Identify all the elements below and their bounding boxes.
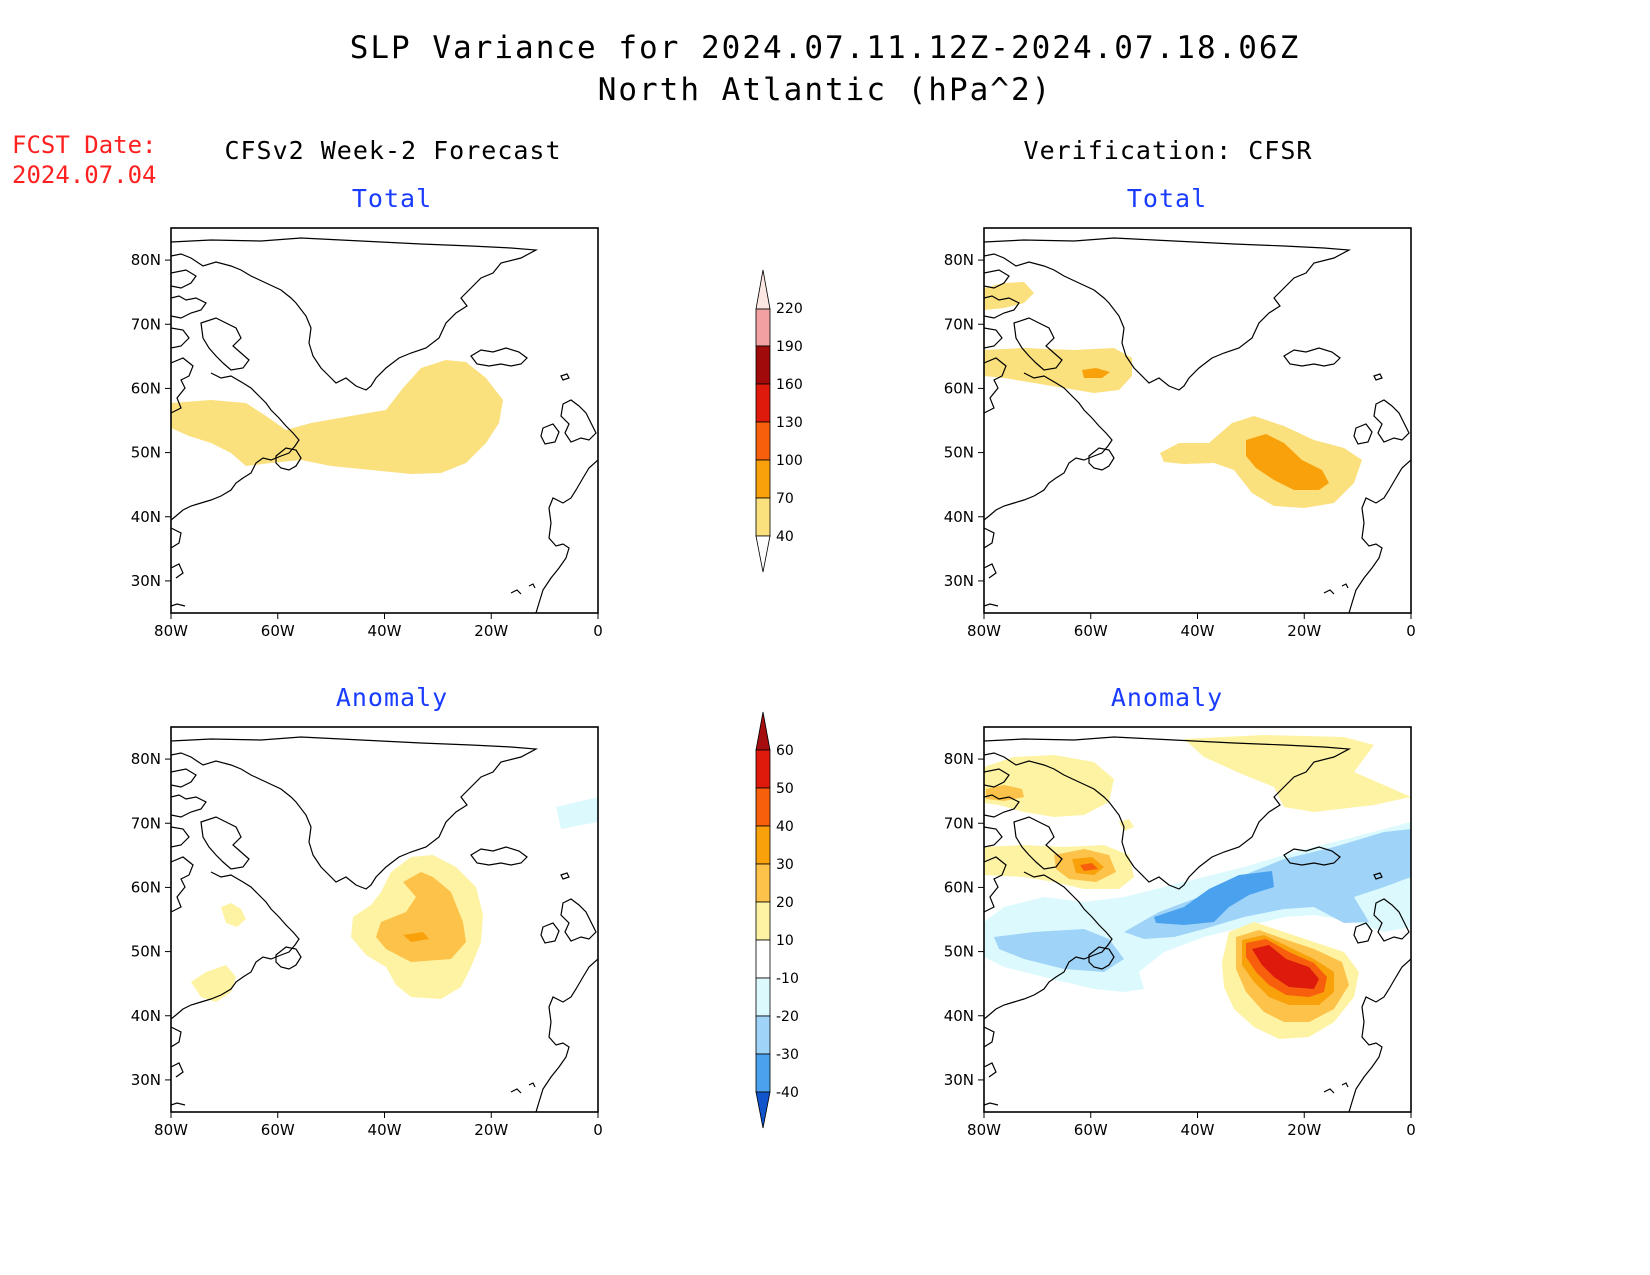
verif-anomaly-10-arctic-a [984,755,1114,817]
verification-anomaly-title: Anomaly [1110,683,1224,712]
map-axes: 80N 70N 60N 50N 40N 30N 80W 60W 40W 20W 0 80N 70N 60N… [131,251,1416,1139]
anomaly-level-60: 60 [776,743,794,759]
lat-label: 50N [131,943,161,961]
lat-label: 80N [944,750,974,768]
anomaly-level-neg40: -40 [776,1085,799,1101]
lat-label: 60N [131,878,161,896]
lon-label: 80W [967,622,1001,640]
anomaly-level-40: 40 [776,819,794,835]
verif-anomaly-10-arctic-b [1184,735,1411,812]
lon-label: 20W [1287,622,1321,640]
lat-label: 80N [944,251,974,269]
lon-label: 60W [261,622,295,640]
verif-anomaly-neg30-band [1154,871,1274,925]
anomaly-level-10: 10 [776,933,794,949]
lat-label: 50N [944,943,974,961]
lat-label: 60N [944,878,974,896]
anomaly-colorbar-labels: 60 50 40 30 20 10 -10 -20 -30 -40 [776,743,799,1101]
anomaly-level-neg20: -20 [776,1009,799,1025]
lat-label: 70N [944,814,974,832]
verif-anomaly-neg20-west [994,929,1124,972]
verification-total-map [983,227,1412,614]
anomaly-level-20: 20 [776,895,794,911]
lon-label: 80W [967,1121,1001,1139]
forecast-total-title: Total [351,184,433,213]
total-level-190: 190 [776,339,803,355]
total-level-220: 220 [776,301,803,317]
lon-label: 60W [1074,622,1108,640]
verif-total-contour-70-b [1082,368,1110,378]
forecast-anomaly-map [170,726,599,1113]
lon-label: 40W [1181,622,1215,640]
lat-label: 40N [131,508,161,526]
fcst-label: FCST Date: [12,131,157,159]
lat-label: 50N [131,444,161,462]
verif-total-contour-70-c [1246,434,1329,490]
right-column-title: Verification: CFSR [1023,136,1313,165]
lat-label: 40N [944,1007,974,1025]
lon-label: 0 [1406,622,1416,640]
verif-anomaly-10-ice [1119,819,1134,831]
total-colorbar-labels: 220 190 160 130 100 70 40 [776,301,803,545]
lat-label: 60N [944,379,974,397]
forecast-total-contour-40 [171,360,503,474]
lat-label: 40N [131,1007,161,1025]
lat-label: 70N [131,315,161,333]
verification-total-title: Total [1126,184,1208,213]
verif-total-contour-40-a [984,282,1034,310]
lat-label: 30N [944,1071,974,1089]
anomaly-level-30: 30 [776,857,794,873]
lat-label: 30N [944,572,974,590]
lat-label: 70N [944,315,974,333]
forecast-anomaly-title: Anomaly [335,683,449,712]
forecast-anomaly-20-main [376,872,466,962]
lon-label: 60W [261,1121,295,1139]
lon-label: 20W [1287,1121,1321,1139]
lat-label: 80N [131,251,161,269]
lat-label: 30N [131,1071,161,1089]
verif-anomaly-50-east [1252,945,1319,989]
total-level-70: 70 [776,491,794,507]
lon-label: 0 [593,622,603,640]
lon-label: 20W [474,1121,508,1139]
lon-label: 80W [154,622,188,640]
fcst-date: 2024.07.04 [12,161,157,189]
lon-label: 0 [1406,1121,1416,1139]
total-level-100: 100 [776,453,803,469]
forecast-anomaly-30-center [403,932,429,942]
forecast-anomaly-10-small-a [221,903,246,927]
left-column-title: CFSv2 Week-2 Forecast [224,136,562,165]
lon-label: 0 [593,1121,603,1139]
anomaly-colorbar [755,711,771,1129]
lat-label: 70N [131,814,161,832]
lon-label: 80W [154,1121,188,1139]
lon-label: 20W [474,622,508,640]
lon-label: 60W [1074,1121,1108,1139]
verif-anomaly-40-nw [1080,863,1098,871]
lon-label: 40W [1181,1121,1215,1139]
lat-label: 80N [131,750,161,768]
lat-label: 60N [131,379,161,397]
lat-label: 30N [131,572,161,590]
total-level-160: 160 [776,377,803,393]
total-level-130: 130 [776,415,803,431]
anomaly-level-50: 50 [776,781,794,797]
main-title: SLP Variance for 2024.07.11.12Z-2024.07.… [349,30,1301,66]
forecast-anomaly-neg10 [556,797,598,829]
verification-anomaly-map [983,726,1412,1113]
verif-total-contour-40-b [984,348,1132,393]
anomaly-level-neg10: -10 [776,971,799,987]
lat-label: 50N [944,444,974,462]
lon-label: 40W [368,1121,402,1139]
main-subtitle: North Atlantic (hPa^2) [597,72,1053,108]
lon-label: 40W [368,622,402,640]
lat-label: 40N [944,508,974,526]
total-colorbar [755,269,771,573]
forecast-anomaly-10-small-b [191,965,236,1002]
anomaly-level-neg30: -30 [776,1047,799,1063]
forecast-total-map [170,227,599,614]
total-level-40: 40 [776,529,794,545]
